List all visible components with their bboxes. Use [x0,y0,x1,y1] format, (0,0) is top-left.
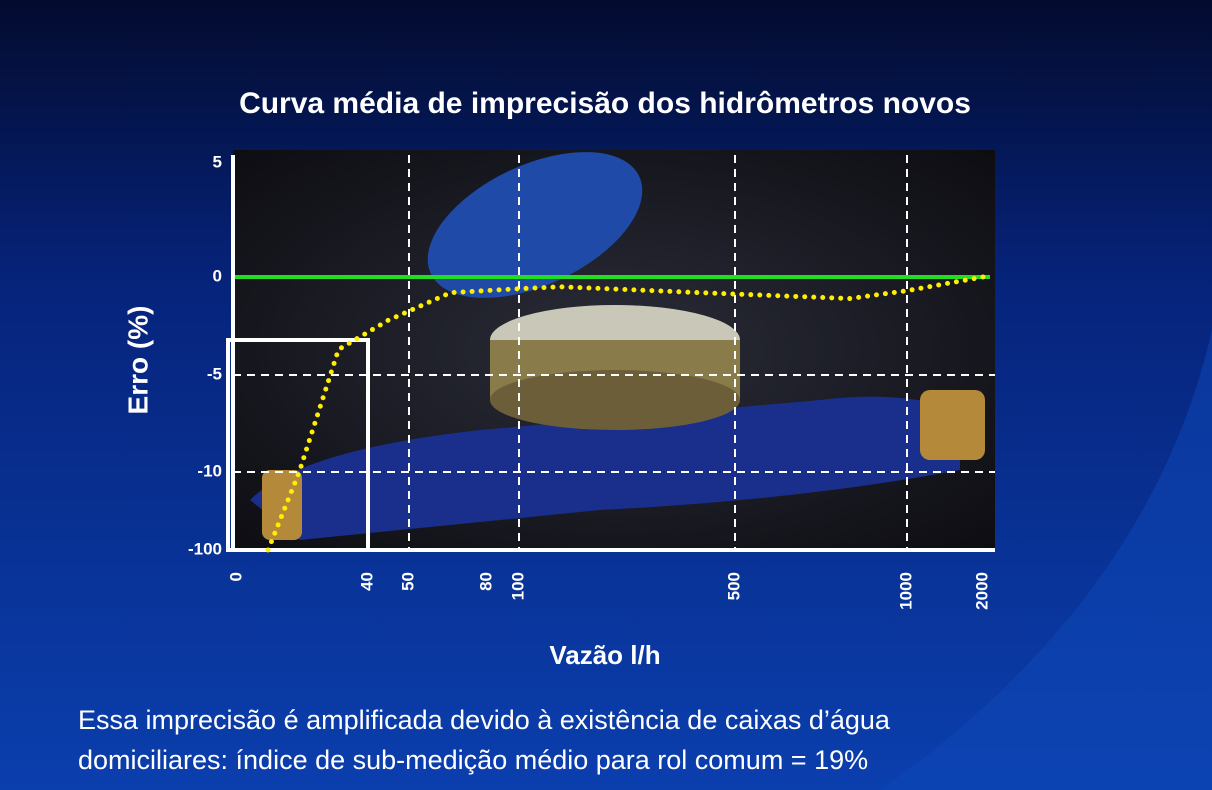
chart-title: Curva média de imprecisão dos hidrômetro… [239,87,971,120]
decor [880,330,1212,790]
x-tick-label: 500 [724,572,743,600]
y-tick-label: 5 [213,152,222,171]
x-tick-label: 1000 [896,572,915,610]
x-tick-label: 0 [226,572,245,581]
caption-line: domiciliares: índice de sub-medição médi… [78,745,868,775]
y-tick-label: -100 [188,539,222,558]
meter-photo [233,150,995,550]
data-line [265,274,986,553]
x-tick-label: 2000 [972,572,991,610]
y-tick-label: -10 [197,461,222,480]
x-axis-label: Vazão l/h [549,640,660,670]
y-tick-label: 0 [213,266,222,285]
x-tick-label: 80 [476,572,495,591]
x-tick-label: 50 [398,572,417,591]
caption-line: Essa imprecisão é amplificada devido à e… [78,705,891,735]
x-tick-label: 100 [508,572,527,600]
x-tick-label: 40 [357,572,376,591]
y-axis-label: Erro (%) [122,306,153,415]
y-tick-label: -5 [207,364,222,383]
